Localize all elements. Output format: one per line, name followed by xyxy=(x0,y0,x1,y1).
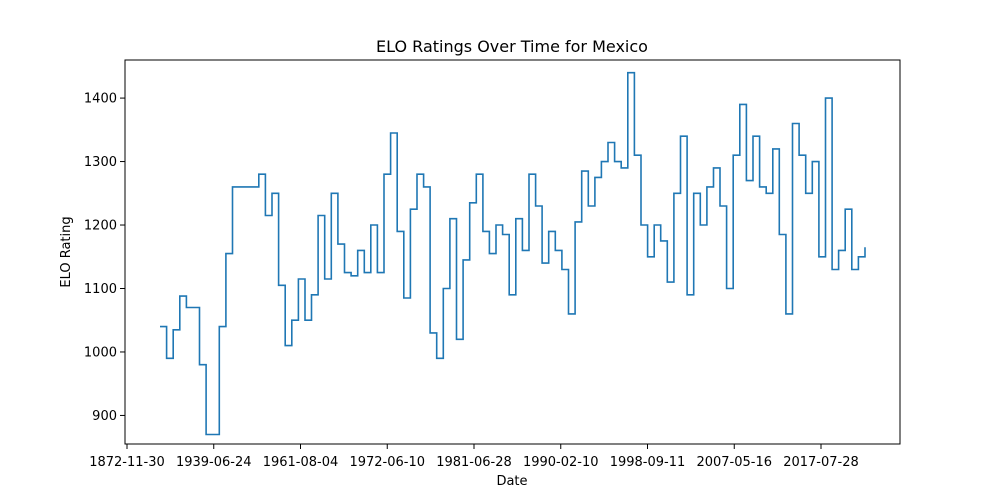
x-tick-label: 1990-02-10 xyxy=(523,455,599,470)
y-tick-label: 1100 xyxy=(84,282,117,297)
series-line xyxy=(160,71,866,436)
x-tick-label: 1998-09-11 xyxy=(610,455,686,470)
y-tick-label: 900 xyxy=(92,409,117,424)
y-tick-label: 1400 xyxy=(84,92,117,107)
x-tick-label: 1961-08-04 xyxy=(263,455,339,470)
x-tick-label: 1981-06-28 xyxy=(436,455,512,470)
series-layer xyxy=(160,71,866,436)
y-tick-label: 1200 xyxy=(84,219,117,234)
chart-title: ELO Ratings Over Time for Mexico xyxy=(376,37,648,56)
y-tick-label: 1000 xyxy=(84,345,117,360)
x-tick-label: 1872-11-30 xyxy=(89,455,165,470)
y-axis-label: ELO Rating xyxy=(59,216,74,287)
x-tick-label: 1939-06-24 xyxy=(176,455,252,470)
y-axis: 900 1000 1100 1200 1300 1400 xyxy=(84,92,125,424)
x-tick-label: 1972-06-10 xyxy=(349,455,425,470)
y-tick-label: 1300 xyxy=(84,155,117,170)
x-tick-label: 2017-07-28 xyxy=(783,455,859,470)
plot-frame xyxy=(124,59,901,445)
x-tick-label: 2007-05-16 xyxy=(696,455,772,470)
x-axis: 1872-11-30 1939-06-24 1961-08-04 1972-06-10… xyxy=(89,444,859,470)
x-axis-label: Date xyxy=(496,474,527,489)
